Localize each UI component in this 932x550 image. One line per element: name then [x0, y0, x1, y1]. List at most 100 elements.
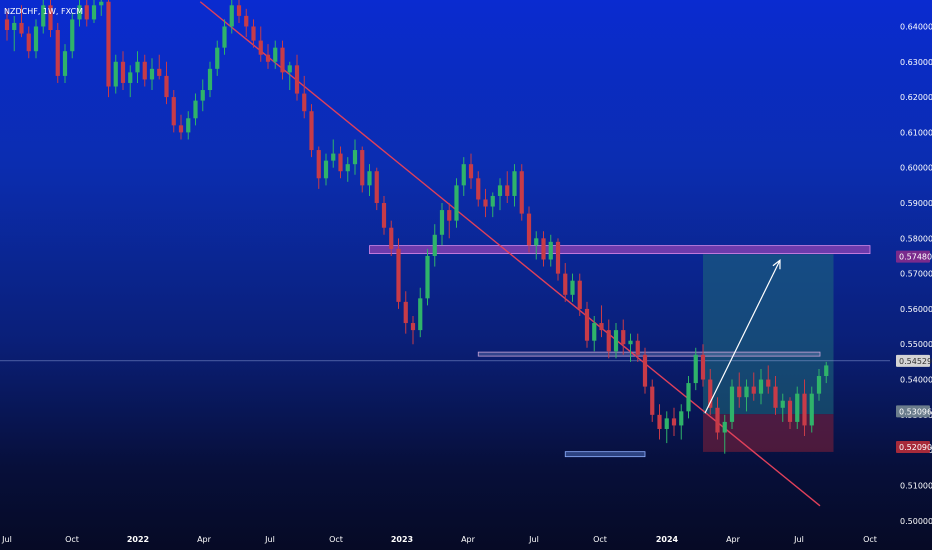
candle-body [265, 54, 271, 62]
candle [374, 167, 379, 211]
candle [287, 61, 292, 91]
candle-body [635, 340, 640, 355]
candle [642, 347, 648, 394]
candle [19, 5, 24, 38]
candle [302, 75, 307, 119]
resistance-zone [369, 245, 871, 255]
candle-body [99, 1, 104, 6]
candle [505, 171, 510, 204]
candle [744, 379, 749, 412]
candle-body [606, 330, 611, 352]
price-tag: 0.53096 [896, 405, 932, 418]
candle [758, 368, 764, 405]
candle [381, 195, 387, 235]
candle [686, 376, 691, 419]
candle-body [700, 354, 706, 380]
candle [468, 153, 474, 189]
candle [454, 178, 459, 228]
price-tag-bg [896, 405, 930, 418]
candle-body [454, 185, 459, 221]
candle [367, 164, 372, 196]
x-tick-label: Jul [264, 535, 275, 544]
candle-body [729, 386, 735, 422]
x-tick-label: 2024 [656, 535, 679, 544]
candle [200, 79, 205, 112]
candle [570, 273, 575, 302]
candle-body [171, 97, 176, 126]
candle [309, 104, 314, 158]
candle [664, 411, 669, 444]
candle [410, 315, 416, 345]
candle-body [55, 30, 60, 76]
y-tick-label: 0.56000 [900, 305, 932, 314]
candle-body [795, 393, 800, 422]
candle-body [584, 308, 590, 341]
candle-body [41, 5, 46, 27]
candle [258, 26, 263, 62]
candle-body [816, 376, 822, 394]
candle [265, 44, 271, 69]
candle [534, 231, 539, 260]
candle-body [809, 393, 814, 426]
annotation-zones [0, 245, 890, 458]
candle [563, 263, 568, 302]
candle [476, 171, 481, 207]
stop-box [703, 414, 834, 452]
candle [236, 0, 242, 23]
candle [708, 368, 713, 415]
candle-body [490, 195, 495, 207]
candle-body [410, 323, 416, 331]
candle-body [577, 280, 582, 309]
candle [338, 146, 343, 179]
mid-zone [477, 351, 821, 357]
candle-body [389, 227, 394, 249]
candle [316, 146, 321, 189]
candle [62, 44, 68, 83]
candle [584, 301, 590, 348]
candle [483, 188, 488, 218]
candle [106, 0, 111, 98]
candle-body [476, 178, 481, 200]
candle [352, 139, 358, 175]
candle [55, 22, 60, 83]
price-tag: 0.57480 [896, 250, 932, 263]
candle [512, 164, 517, 207]
y-tick-label: 0.64000 [900, 22, 932, 31]
price-tag-label: 0.52090 [899, 443, 932, 452]
candle [171, 90, 176, 133]
x-tick-label: Oct [593, 535, 607, 544]
candle [766, 365, 771, 394]
candle-body [91, 5, 97, 20]
candle-body [396, 248, 401, 302]
candle [178, 114, 184, 140]
candle-body [780, 400, 785, 408]
candle-body [505, 185, 510, 196]
candle-body [447, 210, 452, 221]
candle [635, 333, 640, 362]
candle [592, 315, 597, 352]
x-tick-label: Jul [793, 535, 804, 544]
candle-body [323, 160, 329, 179]
candle-body [287, 65, 292, 73]
candle [403, 291, 408, 334]
candle [142, 54, 147, 87]
candle-body [432, 234, 437, 256]
candle-body [77, 5, 82, 20]
candle [497, 178, 503, 211]
candle [816, 368, 822, 401]
candle [128, 65, 133, 98]
candle [389, 220, 394, 256]
candle-body [244, 15, 249, 27]
candle [222, 19, 227, 55]
projection-arrow [704, 259, 781, 414]
price-tags: 0.57480 0.54529 0.53096 0.52090 [896, 250, 932, 453]
candle [432, 224, 437, 267]
candle [99, 0, 104, 16]
candle-body [519, 171, 524, 214]
candle [48, 0, 53, 38]
candle [490, 192, 495, 218]
price-tag: 0.54529 [896, 354, 932, 367]
candle-body [193, 100, 198, 119]
candle-body [258, 40, 263, 55]
